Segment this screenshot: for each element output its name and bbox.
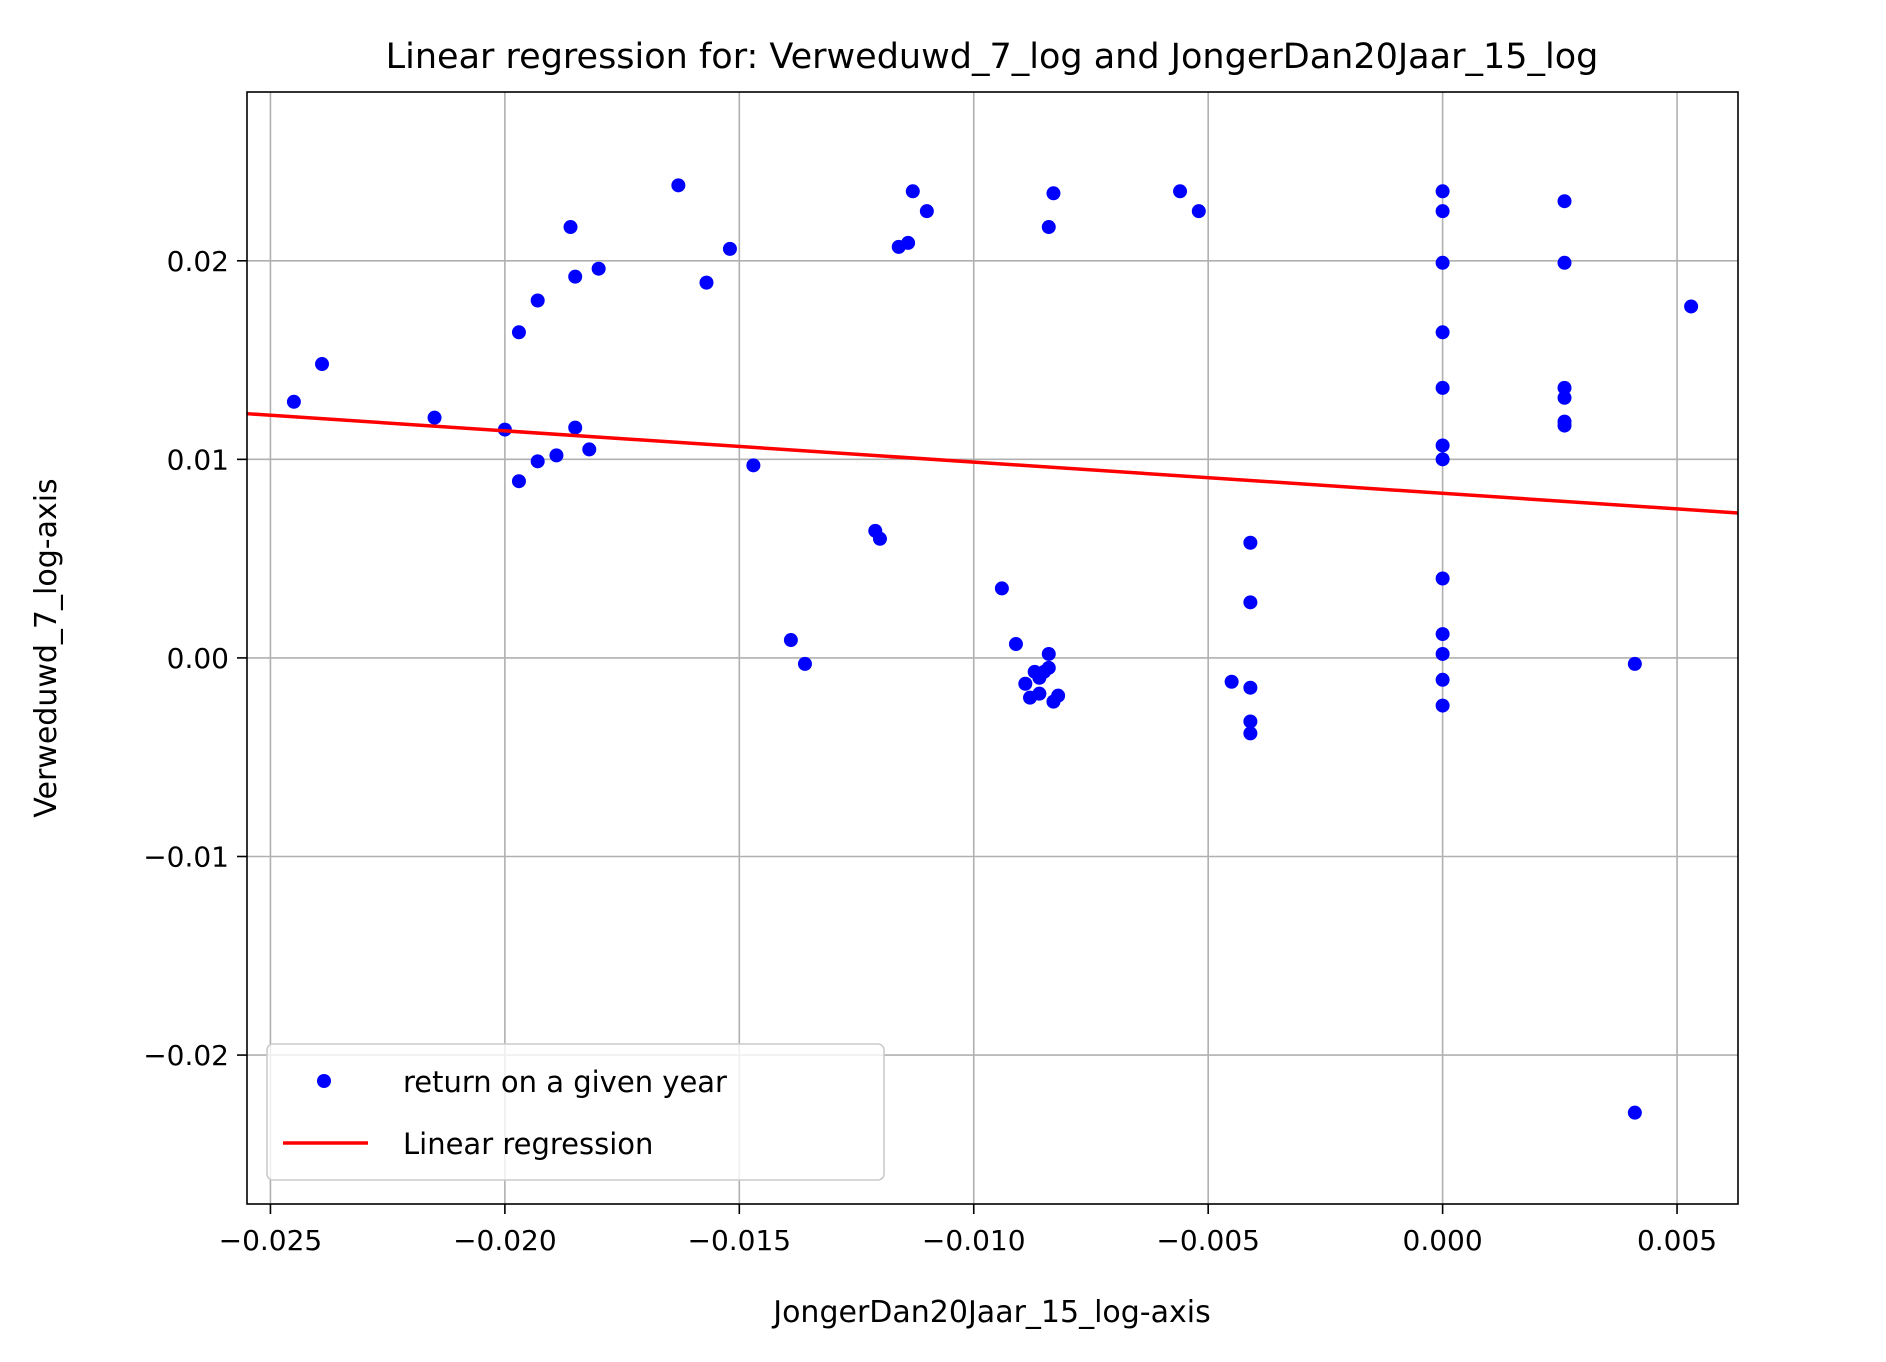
data-point <box>1627 656 1642 671</box>
data-point <box>563 220 578 235</box>
data-point <box>722 241 737 256</box>
data-point <box>1046 186 1061 201</box>
y-tick-label: 0.00 <box>167 642 229 675</box>
data-point <box>568 269 583 284</box>
regression-line <box>246 411 1739 515</box>
data-point <box>901 235 916 250</box>
data-point <box>511 325 526 340</box>
data-point <box>1041 660 1056 675</box>
data-point <box>746 458 761 473</box>
data-point <box>919 204 934 219</box>
data-point <box>1557 255 1572 270</box>
data-point <box>286 394 301 409</box>
data-point <box>1435 627 1450 642</box>
data-point <box>1435 571 1450 586</box>
data-point <box>1008 637 1023 652</box>
data-point <box>1032 686 1047 701</box>
y-tick-label: 0.02 <box>167 245 229 278</box>
data-point <box>1435 184 1450 199</box>
legend-scatter-label: return on a given year <box>403 1065 727 1099</box>
data-point <box>1684 299 1699 314</box>
data-point <box>1243 680 1258 695</box>
data-point <box>1435 380 1450 395</box>
data-point <box>1557 194 1572 209</box>
y-tick-label: −0.02 <box>143 1039 229 1072</box>
plot-frame <box>246 91 1739 1205</box>
data-point <box>427 410 442 425</box>
x-tick-label: 0.000 <box>1403 1224 1483 1257</box>
x-tick-label: 0.005 <box>1637 1224 1717 1257</box>
data-point <box>1627 1105 1642 1120</box>
legend-scatter-marker <box>317 1074 331 1088</box>
y-axis-label: Verweduwd_7_log-axis <box>29 478 64 817</box>
data-point <box>872 531 887 546</box>
chart-title: Linear regression for: Verweduwd_7_log a… <box>386 37 1599 77</box>
data-point <box>1557 380 1572 395</box>
data-point <box>1435 438 1450 453</box>
data-point <box>1435 452 1450 467</box>
data-point <box>1557 390 1572 405</box>
data-point <box>1243 595 1258 610</box>
data-point <box>568 420 583 435</box>
x-tick-label: −0.020 <box>453 1224 557 1257</box>
plot-area-background <box>247 92 1738 1204</box>
x-tick-label: −0.015 <box>687 1224 791 1257</box>
data-point <box>315 357 330 372</box>
scatter-points <box>286 178 1699 1120</box>
data-point <box>1224 674 1239 689</box>
x-axis-label: JongerDan20Jaar_15_log-axis <box>771 1295 1211 1330</box>
axis-ticks: −0.025 −0.020 −0.015 −0.010 −0.005 0.000 0.005… <box>143 245 1717 1257</box>
data-point <box>1041 220 1056 235</box>
y-tick-label: 0.01 <box>167 443 229 476</box>
data-point <box>1051 688 1066 703</box>
y-tick-label: −0.01 <box>143 841 229 874</box>
data-point <box>1018 676 1033 691</box>
data-point <box>1435 204 1450 219</box>
data-point <box>671 178 686 193</box>
data-point <box>530 454 545 469</box>
data-point <box>1435 672 1450 687</box>
data-point <box>582 442 597 457</box>
data-point <box>783 633 798 648</box>
regression-line-layer <box>246 411 1739 515</box>
data-point <box>549 448 564 463</box>
data-point <box>699 275 714 290</box>
data-point <box>1435 325 1450 340</box>
x-tick-label: −0.025 <box>219 1224 323 1257</box>
data-point <box>1243 714 1258 729</box>
data-point <box>797 656 812 671</box>
x-tick-label: −0.010 <box>922 1224 1026 1257</box>
legend: return on a given year Linear regression <box>266 1043 885 1181</box>
data-point <box>1557 418 1572 433</box>
x-tick-label: −0.005 <box>1156 1224 1260 1257</box>
data-point <box>511 474 526 489</box>
data-point <box>1435 255 1450 270</box>
data-point <box>1435 646 1450 661</box>
legend-line-label: Linear regression <box>403 1127 653 1161</box>
data-point <box>530 293 545 308</box>
data-point <box>591 261 606 276</box>
data-point <box>994 581 1009 596</box>
data-point <box>1243 726 1258 741</box>
data-point <box>905 184 920 199</box>
data-point <box>1191 204 1206 219</box>
data-point <box>1173 184 1188 199</box>
data-point <box>1041 646 1056 661</box>
data-point <box>1435 698 1450 713</box>
legend-box <box>266 1043 885 1181</box>
data-point <box>1243 535 1258 550</box>
